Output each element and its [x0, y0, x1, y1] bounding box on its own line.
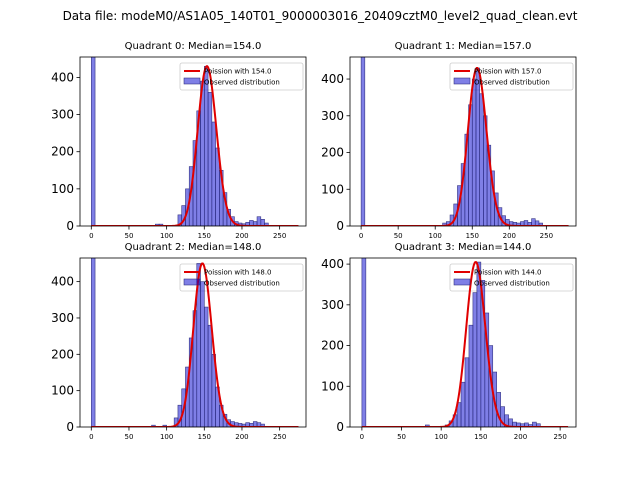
quadrant-3-legend-observed-swatch [453, 278, 471, 286]
quadrant-2-ytick-label: 400 [51, 275, 74, 289]
quadrant-2-bar [200, 281, 205, 427]
quadrant-2-legend-observed-swatch [183, 278, 201, 286]
quadrant-3-xtick-label: 200 [514, 433, 527, 441]
quadrant-1-xtick-label: 150 [466, 232, 479, 240]
quadrant-2-ytick-label: 300 [51, 311, 74, 325]
quadrant-3-xtick-label: 150 [474, 433, 487, 441]
quadrant-0-xtick-label: 250 [273, 232, 286, 240]
quadrant-0-bar [207, 91, 213, 226]
quadrant-1-axes: Quadrant 1: Median=157.0 0 50 100 150 200 250… [321, 41, 577, 240]
quadrant-0-poisson-line [91, 65, 299, 226]
quadrant-3-axes: Quadrant 3: Median=144.0 0 50 100 150 200 250… [321, 242, 577, 441]
quadrant-3-bar [464, 357, 470, 427]
quadrant-1-ytick-label: 400 [321, 72, 344, 86]
quadrant-2-ytick-label: 0 [66, 420, 74, 434]
quadrant-3-xtick-label: 100 [435, 433, 448, 441]
quadrant-2-bar [91, 258, 96, 427]
quadrant-3-ytick-label: 400 [321, 257, 344, 271]
quadrant-0-axes: Quadrant 0: Median=154.0 0 50 100 150 200 250… [51, 41, 307, 240]
quadrant-1-xtick-label: 250 [540, 232, 553, 240]
quadrant-2-xtick-label: 0 [89, 433, 93, 441]
quadrant-2-xtick-label: 250 [273, 433, 286, 441]
quadrant-2-axes: Quadrant 2: Median=148.0 0 50 100 150 200 250… [51, 242, 307, 441]
figure-suptitle: Data file: modeM0/AS1A05_140T01_90000030… [63, 9, 578, 23]
quadrant-3-ytick-label: 300 [321, 298, 344, 312]
quadrant-0-legend-fit: Poission with 154.0 [204, 68, 272, 76]
quadrant-3-xtick-label: 250 [553, 433, 566, 441]
quadrant-1-bar [360, 57, 366, 226]
quadrant-1-ytick-label: 200 [321, 146, 344, 160]
quadrant-0-bar [211, 121, 216, 226]
quadrant-3-bar [472, 292, 478, 427]
quadrant-1-bar [531, 218, 536, 226]
quadrant-1-xtick-label: 200 [503, 232, 516, 240]
quadrant-0-ytick-label: 400 [51, 70, 74, 84]
quadrant-3-ytick-label: 100 [321, 379, 344, 393]
quadrant-2-xtick-label: 50 [125, 433, 134, 441]
quadrant-3-ytick-label: 200 [321, 339, 344, 353]
quadrant-1-bar [479, 93, 484, 226]
quadrant-3-frame [349, 257, 577, 428]
quadrant-0-xtick-label: 0 [89, 232, 93, 240]
quadrant-3-ytick-label: 0 [336, 420, 344, 434]
quadrant-2-legend-observed: Observed distribution [204, 280, 280, 288]
quadrant-1-xtick-label: 100 [429, 232, 442, 240]
quadrant-0-xtick-label: 200 [235, 232, 248, 240]
quadrant-2-ytick-label: 100 [51, 384, 74, 398]
quadrant-0-frame [79, 56, 307, 227]
quadrant-0-title: Quadrant 0: Median=154.0 [125, 41, 262, 52]
quadrant-1-legend-observed-swatch [453, 77, 471, 85]
quadrant-3-bar [468, 324, 474, 427]
quadrant-3-legend-observed: Observed distribution [474, 280, 550, 288]
quadrant-1-ytick-label: 0 [336, 219, 344, 233]
quadrant-3-poisson-line [361, 261, 569, 427]
quadrant-0-ytick-label: 200 [51, 145, 74, 159]
quadrant-1-bar [475, 67, 480, 226]
quadrant-1-ytick-label: 300 [321, 109, 344, 123]
quadrant-2-xtick-label: 150 [198, 433, 211, 441]
quadrant-1-xtick-label: 50 [394, 232, 403, 240]
quadrant-3-bar [425, 424, 430, 427]
quadrant-1-poisson-line [361, 67, 569, 226]
quadrant-0-bar [256, 216, 262, 226]
quadrant-1-xtick-label: 0 [359, 232, 363, 240]
quadrant-2-legend [179, 263, 304, 292]
quadrant-1-legend-observed: Observed distribution [474, 79, 550, 87]
quadrant-2-bar [207, 324, 213, 427]
quadrant-0-bar [204, 65, 209, 226]
quadrant-1-ytick-label: 100 [321, 182, 344, 196]
quadrant-0-bar [260, 219, 265, 226]
quadrant-3-legend-fit: Poission with 144.0 [474, 269, 542, 277]
quadrant-3-xtick-label: 0 [360, 433, 364, 441]
quadrant-0-legend-observed: Observed distribution [204, 79, 280, 87]
quadrant-2-legend-fit: Poission with 148.0 [204, 269, 272, 277]
quadrant-2-frame [79, 257, 307, 428]
quadrant-0-ytick-label: 300 [51, 108, 74, 122]
quadrant-1-title: Quadrant 1: Median=157.0 [395, 41, 532, 52]
quadrant-1-frame [349, 56, 577, 227]
quadrant-3-bar [361, 258, 367, 427]
quadrant-2-bar [204, 306, 209, 427]
quadrant-2-ytick-label: 200 [51, 347, 74, 361]
quadrant-0-bar [91, 57, 96, 226]
quadrant-0-xtick-label: 100 [160, 232, 173, 240]
quadrant-0-xtick-label: 150 [198, 232, 211, 240]
quadrant-3-title: Quadrant 3: Median=144.0 [395, 242, 532, 253]
quadrant-1-bar [471, 78, 477, 226]
quadrant-0-legend-observed-swatch [183, 77, 201, 85]
quadrant-0-ytick-label: 100 [51, 182, 74, 196]
quadrant-2-xtick-label: 200 [235, 433, 248, 441]
quadrant-3-bar [460, 381, 466, 427]
quadrant-2-xtick-label: 100 [160, 433, 173, 441]
quadrant-0-xtick-label: 50 [125, 232, 134, 240]
quadrant-2-poisson-line [91, 262, 299, 427]
quadrant-0-ytick-label: 0 [66, 219, 74, 233]
quadrant-3-xtick-label: 50 [397, 433, 406, 441]
quadrant-2-title: Quadrant 2: Median=148.0 [125, 242, 262, 253]
quadrant-1-legend-fit: Poission with 157.0 [474, 68, 542, 76]
